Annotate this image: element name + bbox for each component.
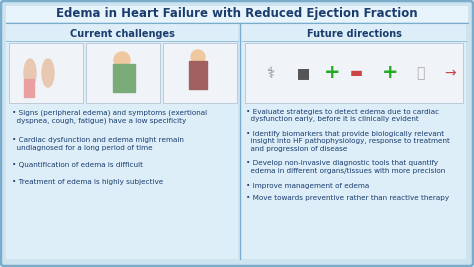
Text: Current challenges: Current challenges bbox=[70, 29, 174, 39]
Text: • Identify biomarkers that provide biologically relevant
  insight into HF patho: • Identify biomarkers that provide biolo… bbox=[246, 131, 450, 152]
Text: • Quantification of edema is difficult: • Quantification of edema is difficult bbox=[12, 162, 143, 168]
FancyBboxPatch shape bbox=[245, 43, 463, 103]
FancyBboxPatch shape bbox=[6, 23, 238, 259]
Text: • Develop non-invasive diagnostic tools that quantify
  edema in different organ: • Develop non-invasive diagnostic tools … bbox=[246, 160, 445, 174]
FancyBboxPatch shape bbox=[9, 43, 83, 103]
Text: • Improve management of edema: • Improve management of edema bbox=[246, 183, 369, 189]
Text: • Evaluate strategies to detect edema due to cardiac
  dysfunction early, before: • Evaluate strategies to detect edema du… bbox=[246, 109, 439, 123]
Text: ⬜: ⬜ bbox=[416, 66, 424, 80]
Text: • Signs (peripheral edema) and symptoms (exertional
  dyspnea, cough, fatigue) h: • Signs (peripheral edema) and symptoms … bbox=[12, 109, 207, 124]
Text: • Treatment of edema is highly subjective: • Treatment of edema is highly subjectiv… bbox=[12, 179, 163, 185]
Text: +: + bbox=[324, 64, 340, 83]
FancyBboxPatch shape bbox=[242, 23, 466, 259]
Bar bbox=[24, 79, 34, 97]
Ellipse shape bbox=[42, 59, 54, 87]
Text: • Cardiac dysfunction and edema might remain
  undiagnosed for a long period of : • Cardiac dysfunction and edema might re… bbox=[12, 137, 184, 151]
Text: ⚕: ⚕ bbox=[266, 65, 274, 80]
FancyBboxPatch shape bbox=[6, 6, 468, 22]
FancyBboxPatch shape bbox=[86, 43, 160, 103]
Text: →: → bbox=[444, 66, 456, 80]
Text: • Move towards preventive rather than reactive therapy: • Move towards preventive rather than re… bbox=[246, 195, 449, 201]
Text: Edema in Heart Failure with Reduced Ejection Fraction: Edema in Heart Failure with Reduced Ejec… bbox=[56, 7, 418, 21]
Bar bbox=[113, 64, 135, 92]
Bar bbox=[189, 61, 207, 89]
Ellipse shape bbox=[191, 50, 205, 64]
Text: +: + bbox=[382, 64, 398, 83]
Text: ▬: ▬ bbox=[349, 66, 363, 80]
Text: ▪: ▪ bbox=[296, 63, 311, 83]
Text: Future directions: Future directions bbox=[307, 29, 401, 39]
Ellipse shape bbox=[114, 52, 130, 68]
Ellipse shape bbox=[24, 59, 36, 87]
FancyBboxPatch shape bbox=[163, 43, 237, 103]
